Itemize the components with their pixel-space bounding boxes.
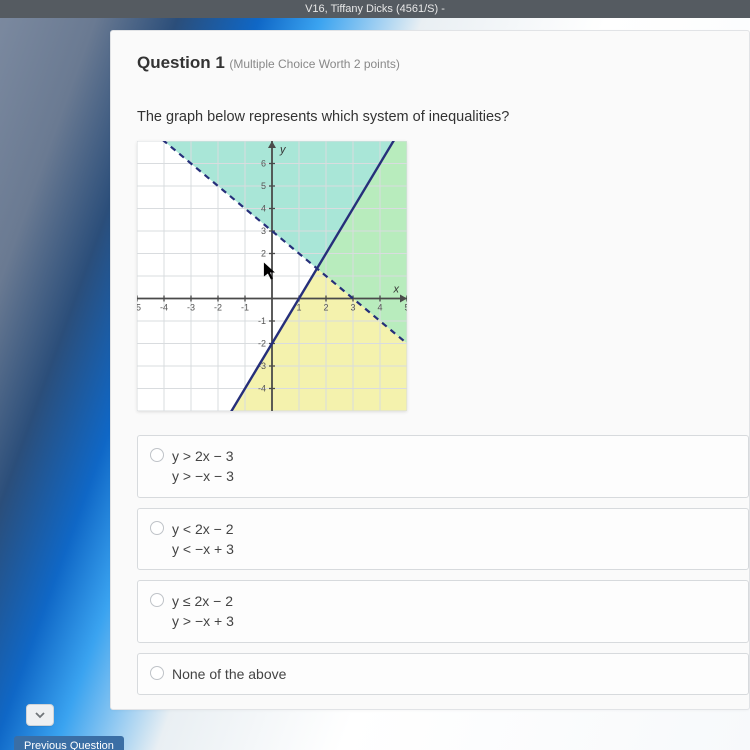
inequality-graph: -5-4-3-2-112345-4-3-2-123456xy	[137, 141, 407, 411]
svg-text:x: x	[393, 284, 400, 296]
answer-choices: y > 2x − 3 y > −x − 3 y < 2x − 2 y < −x …	[137, 435, 749, 695]
question-prompt: The graph below represents which system …	[137, 109, 749, 125]
svg-text:2: 2	[261, 249, 266, 259]
svg-text:3: 3	[350, 303, 355, 313]
svg-text:-2: -2	[258, 339, 266, 349]
svg-text:-4: -4	[258, 384, 266, 394]
svg-text:-5: -5	[137, 303, 141, 313]
chevron-down-icon	[34, 709, 46, 721]
svg-text:2: 2	[323, 303, 328, 313]
svg-text:5: 5	[261, 181, 266, 191]
choice-c[interactable]: y ≤ 2x − 2 y > −x + 3	[137, 580, 749, 643]
radio-icon[interactable]	[150, 448, 164, 462]
svg-text:1: 1	[296, 303, 301, 313]
previous-question-button[interactable]: Previous Question	[14, 736, 124, 750]
svg-text:5: 5	[404, 303, 407, 313]
choice-a-text: y > 2x − 3 y > −x − 3	[172, 446, 234, 487]
choice-d[interactable]: None of the above	[137, 653, 749, 695]
radio-icon[interactable]	[150, 593, 164, 607]
choice-c-text: y ≤ 2x − 2 y > −x + 3	[172, 591, 234, 632]
svg-text:6: 6	[261, 159, 266, 169]
svg-text:4: 4	[261, 204, 266, 214]
choice-b-text: y < 2x − 2 y < −x + 3	[172, 519, 234, 560]
question-number: 1	[215, 53, 224, 72]
radio-icon[interactable]	[150, 521, 164, 535]
svg-text:-4: -4	[160, 303, 168, 313]
dropdown-button[interactable]	[26, 704, 54, 726]
question-label-prefix: Question	[137, 53, 215, 72]
app-title-text: V16, Tiffany Dicks (4561/S) -	[305, 3, 445, 15]
question-header: Question 1 (Multiple Choice Worth 2 poin…	[137, 53, 749, 73]
svg-text:-1: -1	[241, 303, 249, 313]
prev-button-label: Previous Question	[24, 740, 114, 750]
svg-text:4: 4	[377, 303, 382, 313]
svg-text:-2: -2	[214, 303, 222, 313]
radio-icon[interactable]	[150, 666, 164, 680]
question-card: Question 1 (Multiple Choice Worth 2 poin…	[110, 30, 750, 710]
choice-d-text: None of the above	[172, 664, 286, 684]
svg-text:-1: -1	[258, 316, 266, 326]
app-title-bar: V16, Tiffany Dicks (4561/S) -	[0, 0, 750, 18]
choice-a[interactable]: y > 2x − 3 y > −x − 3	[137, 435, 749, 498]
svg-text:3: 3	[261, 226, 266, 236]
svg-text:-3: -3	[187, 303, 195, 313]
question-meta: (Multiple Choice Worth 2 points)	[229, 57, 400, 71]
choice-b[interactable]: y < 2x − 2 y < −x + 3	[137, 508, 749, 571]
